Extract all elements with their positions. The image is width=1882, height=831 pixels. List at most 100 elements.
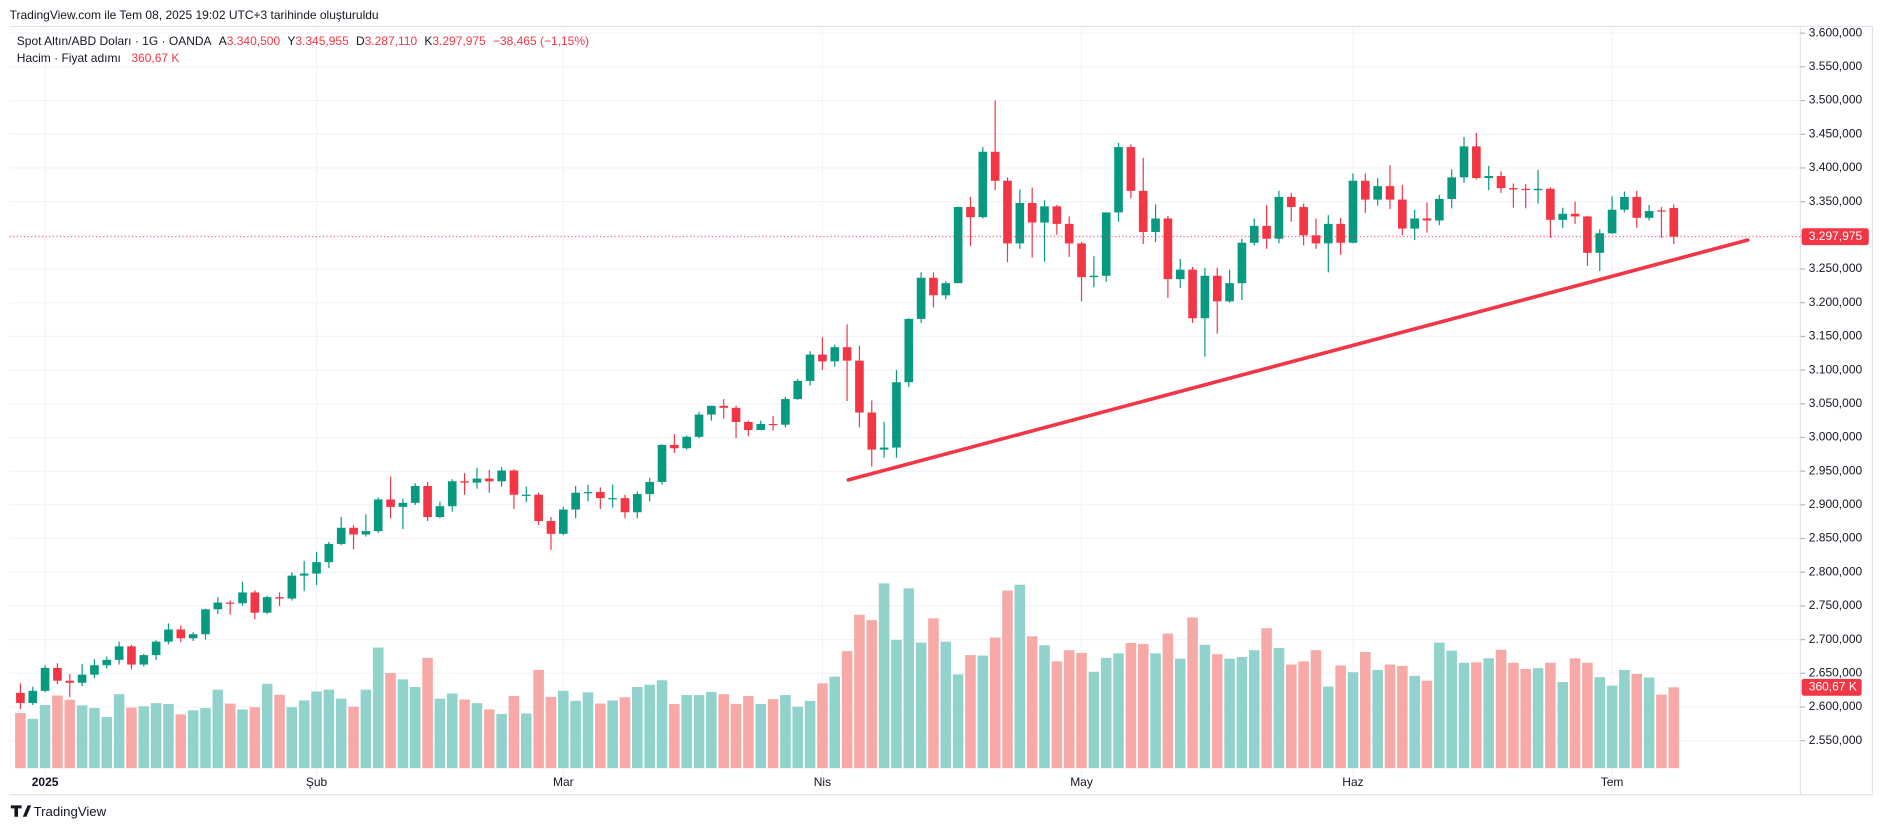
volume-bar (360, 689, 372, 769)
volume-bar (372, 647, 384, 769)
volume-bar (409, 686, 421, 769)
volume-bar (1532, 668, 1544, 769)
candle-body (90, 665, 99, 675)
footer: TradingView (34, 804, 107, 819)
candle-body (287, 575, 297, 599)
candle-body (904, 318, 914, 383)
volume-bar (792, 706, 804, 769)
candle-body (1459, 146, 1469, 178)
candle-body (1484, 176, 1494, 179)
candle-body (139, 655, 149, 665)
volume-bar (187, 710, 199, 769)
legend-ohlc-value: 3.345,955 (295, 34, 349, 48)
volume-bar (1471, 662, 1482, 769)
volume-bar (175, 714, 187, 769)
volume-bar (471, 703, 483, 769)
candle-body (312, 562, 321, 574)
candle-body (176, 629, 186, 639)
candle-body (1632, 196, 1642, 218)
candle-body (164, 629, 173, 642)
volume-bar (1261, 628, 1272, 769)
candle-body (1447, 177, 1457, 199)
candle-body (1570, 213, 1580, 217)
volume-bar (1545, 662, 1556, 769)
candle-body (1200, 275, 1210, 319)
candle-body (657, 444, 667, 482)
y-tick-label: 3.150,000 (1809, 329, 1863, 343)
candle-body (694, 414, 704, 437)
candle-body (1496, 176, 1506, 189)
candle-body (855, 360, 864, 413)
candle-body (398, 502, 408, 507)
candle-body (719, 405, 729, 408)
volume-bar (644, 684, 655, 769)
candle-body (102, 659, 112, 666)
candle-body (1249, 225, 1259, 243)
x-tick-label: Mar (553, 775, 574, 789)
candle-body (1015, 202, 1025, 244)
volume-bar (1174, 658, 1186, 769)
candle-body (583, 492, 593, 494)
volume-bar (434, 698, 446, 769)
candle-body (521, 494, 531, 496)
volume-bar (1631, 673, 1643, 769)
candle-body (1064, 223, 1074, 244)
candle-body (16, 692, 25, 703)
volume-bar (1076, 652, 1087, 769)
candle-body (595, 492, 605, 499)
candle-body (349, 527, 358, 535)
candle-body (423, 485, 432, 517)
last-volume-label: 360,67 K (1809, 679, 1857, 693)
legend-ohlc-value: 3.297,975 (432, 34, 486, 48)
candle-body (1373, 186, 1382, 200)
candle-body (1509, 188, 1518, 190)
volume-bar (1372, 669, 1383, 769)
volume-bar (64, 699, 76, 769)
volume-bar (607, 700, 618, 769)
candle-body (879, 447, 889, 450)
volume-bar (1298, 661, 1309, 769)
y-tick-label: 3.100,000 (1809, 362, 1863, 376)
candle-body (299, 573, 309, 576)
candle-body (534, 494, 543, 522)
candle-body (1101, 212, 1111, 276)
volume-bar (1495, 649, 1507, 769)
volume-bar (1619, 669, 1630, 769)
candle-body (1360, 180, 1370, 200)
candle-body (238, 592, 247, 604)
volume-bar (632, 686, 643, 769)
volume-bar (1384, 664, 1396, 769)
candle-body (1188, 269, 1197, 319)
volume-bar (1520, 669, 1531, 769)
candle-body (558, 509, 568, 534)
volume-bar (841, 651, 853, 769)
volume-bar (15, 713, 26, 769)
volume-bar (533, 669, 544, 769)
volume-bar (854, 614, 865, 769)
candle-body (435, 506, 445, 517)
volume-bar (1039, 645, 1050, 769)
volume-bar (743, 695, 754, 769)
candle-body (1262, 225, 1271, 239)
volume-bar (1446, 650, 1457, 769)
candle-body (546, 521, 556, 534)
y-tick-label: 3.000,000 (1809, 430, 1863, 444)
volume-bar (878, 583, 890, 769)
candle-body (793, 380, 803, 400)
candle-body (460, 481, 469, 483)
candle-body (386, 499, 395, 507)
volume-bar (163, 704, 174, 769)
volume-bar (1199, 644, 1211, 769)
candle-body (324, 543, 334, 563)
volume-bar (1323, 686, 1334, 769)
volume-bar (422, 657, 433, 769)
volume-bar (829, 676, 841, 769)
y-tick-label: 3.050,000 (1809, 396, 1863, 410)
volume-bar (1088, 671, 1100, 769)
last-price-box (1801, 228, 1869, 246)
candles (16, 100, 1679, 710)
candle-body (262, 597, 272, 613)
volume-bar (706, 691, 717, 769)
volume-bar (323, 689, 335, 769)
